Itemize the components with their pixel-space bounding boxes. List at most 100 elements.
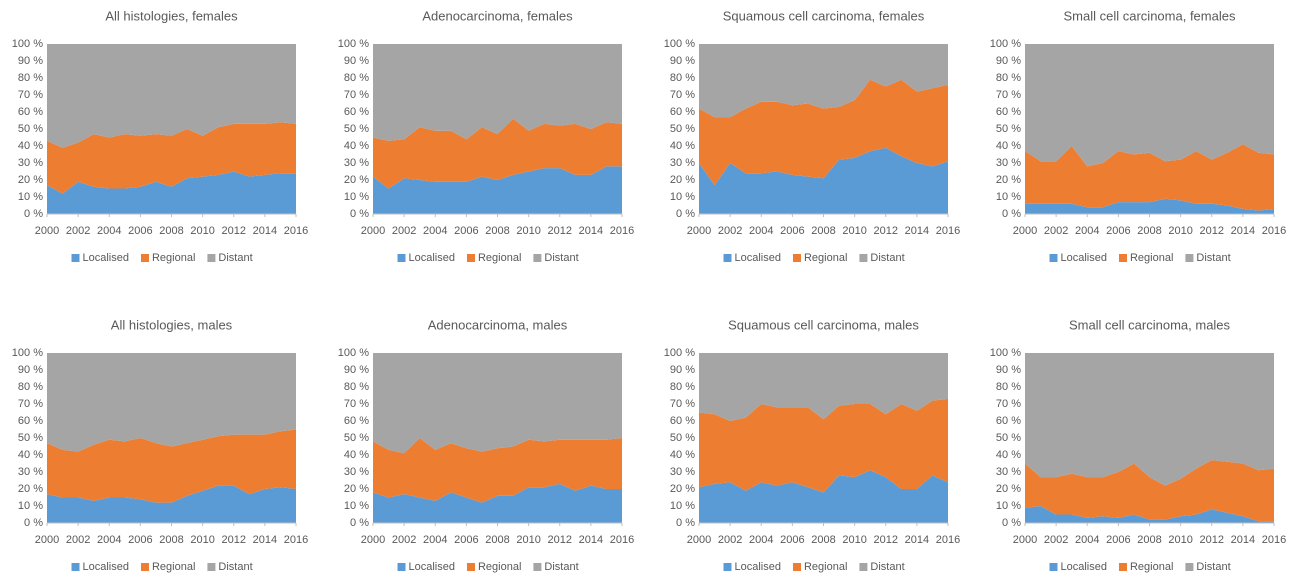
legend-swatch	[207, 254, 216, 262]
y-tick-label: 100 %	[664, 347, 695, 359]
area	[1025, 353, 1274, 486]
legend-label: Localised	[1061, 561, 1107, 573]
x-tick-label: 2016	[284, 534, 308, 546]
x-tick-label: 2004	[97, 225, 121, 237]
x-tick-label: 2008	[485, 225, 509, 237]
chart-title: Adenocarcinoma, females	[422, 8, 573, 23]
y-tick-label: 100 %	[990, 38, 1021, 50]
y-tick-label: 60 %	[18, 106, 43, 118]
x-tick-label: 2016	[610, 534, 634, 546]
x-tick-label: 2004	[423, 534, 447, 546]
y-tick-label: 0 %	[1002, 517, 1021, 529]
legend-label: Distant	[870, 561, 904, 573]
y-tick-label: 60 %	[670, 415, 695, 427]
legend-label: Localised	[83, 252, 129, 264]
y-tick-label: 90 %	[996, 55, 1021, 67]
chart-title: Squamous cell carcinoma, males	[728, 317, 919, 332]
chart-title: Small cell carcinoma, males	[1069, 317, 1231, 332]
area	[47, 44, 296, 148]
x-tick-label: 2012	[1200, 225, 1224, 237]
x-tick-label: 2000	[1013, 534, 1037, 546]
y-tick-label: 70 %	[670, 398, 695, 410]
y-tick-label: 40 %	[996, 140, 1021, 152]
legend-swatch	[1049, 254, 1058, 262]
legend-swatch	[1118, 254, 1127, 262]
x-tick-label: 2008	[159, 534, 183, 546]
legend-label: Regional	[804, 561, 847, 573]
chart: Small cell carcinoma, males 0 % 10 % 20 % 30…	[990, 317, 1286, 572]
legend-swatch	[1049, 563, 1058, 571]
x-tick-label: 2000	[361, 225, 385, 237]
x-tick-label: 2016	[1262, 225, 1286, 237]
y-tick-label: 20 %	[18, 483, 43, 495]
y-tick-label: 50 %	[670, 432, 695, 444]
y-tick-label: 10 %	[344, 191, 369, 203]
legend-swatch	[723, 563, 732, 571]
y-tick-label: 80 %	[670, 72, 695, 84]
y-tick-label: 50 %	[344, 123, 369, 135]
y-tick-label: 0 %	[350, 517, 369, 529]
y-tick-label: 80 %	[18, 72, 43, 84]
y-tick-label: 40 %	[18, 449, 43, 461]
legend-label: Distant	[218, 561, 252, 573]
y-tick-label: 20 %	[344, 174, 369, 186]
x-tick-label: 2008	[485, 534, 509, 546]
y-tick-label: 30 %	[18, 466, 43, 478]
x-tick-label: 2008	[1137, 225, 1161, 237]
x-tick-label: 2000	[35, 534, 59, 546]
y-tick-label: 90 %	[344, 55, 369, 67]
y-tick-label: 70 %	[18, 89, 43, 101]
chart: Adenocarcinoma, females 0 % 10 % 20 % 30 % 40…	[338, 8, 634, 263]
y-tick-label: 100 %	[664, 38, 695, 50]
x-tick-label: 2012	[222, 534, 246, 546]
area	[699, 398, 948, 493]
x-tick-label: 2006	[780, 225, 804, 237]
y-tick-label: 0 %	[24, 208, 43, 220]
x-tick-label: 2010	[1168, 534, 1192, 546]
x-tick-label: 2000	[687, 225, 711, 237]
y-tick-label: 50 %	[996, 432, 1021, 444]
x-tick-label: 2012	[222, 225, 246, 237]
x-tick-label: 2016	[936, 225, 960, 237]
y-tick-label: 30 %	[344, 157, 369, 169]
legend-swatch	[859, 254, 868, 262]
y-tick-label: 100 %	[12, 38, 43, 50]
x-tick-label: 2008	[811, 534, 835, 546]
x-tick-label: 2002	[392, 225, 416, 237]
y-tick-label: 80 %	[344, 381, 369, 393]
area	[47, 353, 296, 452]
legend-swatch	[859, 563, 868, 571]
y-tick-label: 70 %	[996, 398, 1021, 410]
legend-swatch	[71, 563, 80, 571]
x-tick-label: 2002	[718, 225, 742, 237]
x-tick-label: 2016	[610, 225, 634, 237]
area	[1025, 198, 1274, 214]
y-tick-label: 80 %	[996, 381, 1021, 393]
x-tick-label: 2002	[66, 225, 90, 237]
chart-title: All histologies, males	[111, 317, 233, 332]
x-tick-label: 2006	[454, 225, 478, 237]
legend-label: Distant	[544, 561, 578, 573]
legend-swatch	[533, 254, 542, 262]
legend-label: Localised	[735, 252, 781, 264]
legend-swatch	[207, 563, 216, 571]
chart-title: All histologies, females	[105, 8, 238, 23]
x-tick-label: 2014	[253, 534, 277, 546]
x-tick-label: 2012	[874, 534, 898, 546]
legend-label: Localised	[735, 561, 781, 573]
y-tick-label: 0 %	[676, 208, 695, 220]
legend-swatch	[792, 254, 801, 262]
y-tick-label: 100 %	[338, 38, 369, 50]
legend-label: Regional	[152, 561, 195, 573]
x-tick-label: 2010	[842, 534, 866, 546]
y-tick-label: 20 %	[344, 483, 369, 495]
y-tick-label: 40 %	[670, 449, 695, 461]
y-tick-label: 100 %	[12, 347, 43, 359]
x-tick-label: 2006	[780, 534, 804, 546]
y-tick-label: 20 %	[670, 483, 695, 495]
y-tick-label: 90 %	[18, 55, 43, 67]
y-tick-label: 100 %	[990, 347, 1021, 359]
legend-label: Regional	[152, 252, 195, 264]
y-tick-label: 70 %	[18, 398, 43, 410]
